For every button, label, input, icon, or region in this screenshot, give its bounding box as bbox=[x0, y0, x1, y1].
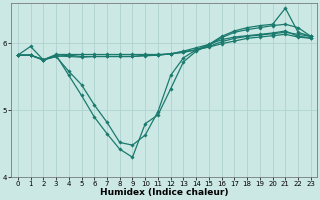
X-axis label: Humidex (Indice chaleur): Humidex (Indice chaleur) bbox=[100, 188, 228, 197]
